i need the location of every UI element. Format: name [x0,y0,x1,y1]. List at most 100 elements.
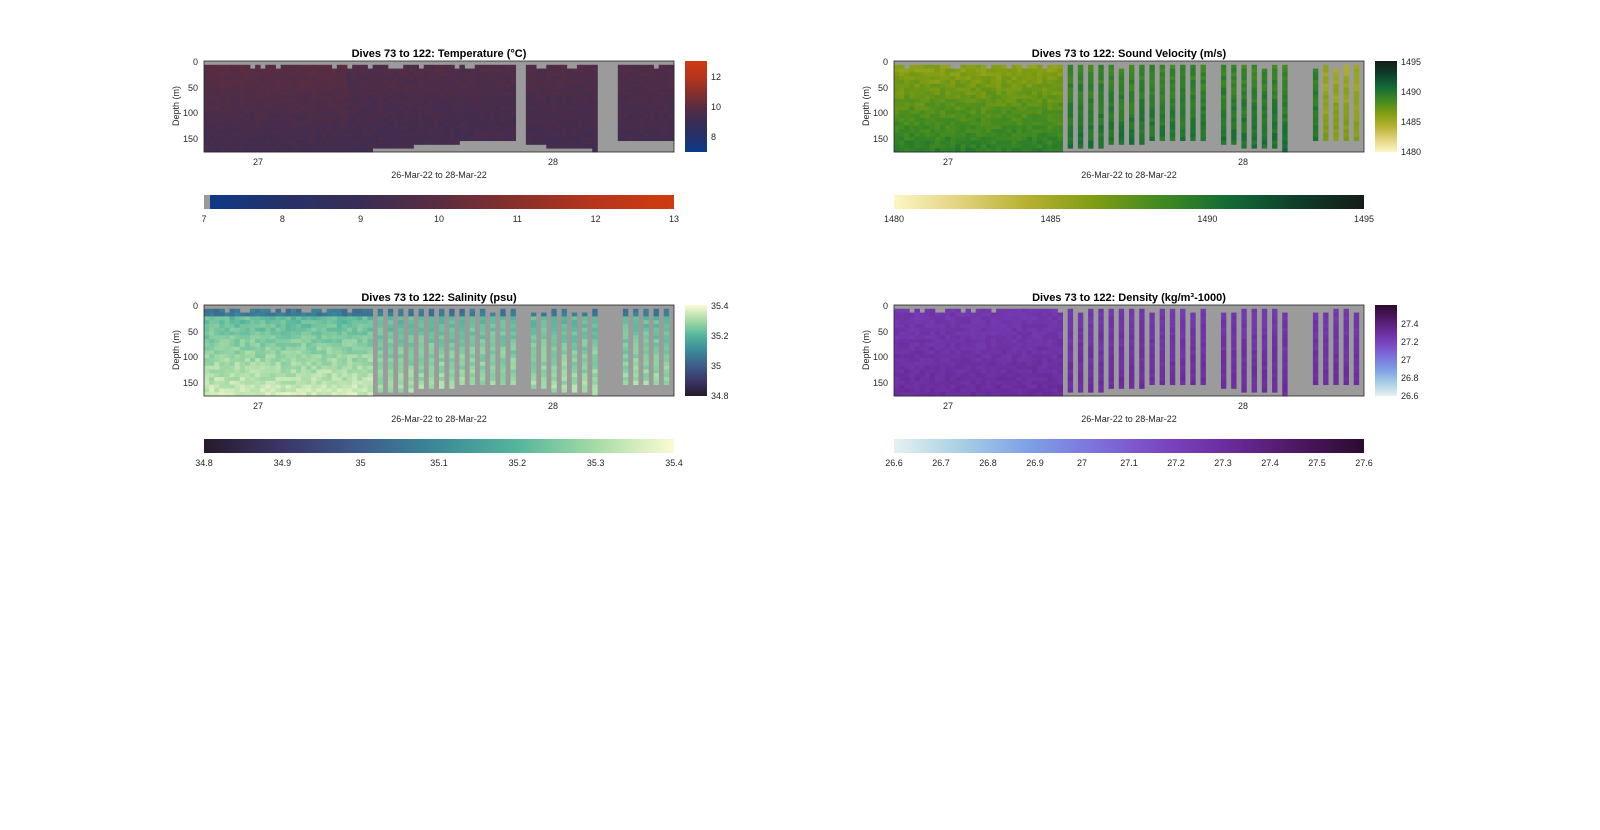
sv-heatmap-cell [1006,114,1012,119]
sal-heatmap-cell [265,384,271,389]
sv-heatmap-cell [970,64,977,69]
dens-heatmap-cell [965,350,972,355]
temp-heatmap-cell [561,91,568,96]
sal-heatmap-cell [643,323,649,329]
temp-heatmap-cell [260,140,266,145]
sal-heatmap-cell [643,312,649,317]
sv-heatmap-cell [899,106,905,111]
sal-heatmap-cell [306,361,312,367]
sal-heatmap-cell [204,373,210,378]
temp-heatmap-cell [454,98,460,104]
salinity-ytick: 50 [188,327,198,337]
temp-heatmap-cell [367,121,373,126]
sv-heatmap-cell [1169,68,1176,73]
sv-heatmap-cell [985,140,992,145]
sal-heatmap-cell [347,365,353,370]
sal-heatmap-cell [362,369,368,374]
sal-heatmap-cell [387,365,394,370]
sv-heatmap-cell [1057,95,1063,100]
dens-heatmap-cell [970,384,977,389]
sv-heatmap-cell [919,95,926,100]
temp-heatmap-cell [204,68,210,73]
temp-heatmap-cell [622,102,629,107]
sal-heatmap-cell [301,361,307,367]
sv-heatmap-cell [1057,110,1063,115]
temp-heatmap-cell [301,140,307,145]
temp-heatmap-cell [321,114,328,119]
sv-heatmap-cell [1353,125,1360,130]
sv-heatmap-cell [1241,95,1247,100]
sal-heatmap-cell [224,384,230,389]
sal-heatmap-cell [326,327,333,332]
sal-heatmap-cell [449,384,455,389]
temp-heatmap-cell [525,114,532,119]
dens-heatmap-cell [894,373,900,378]
temp-heatmap-cell [255,140,261,145]
sal-heatmap-cell [663,327,670,332]
temp-heatmap-cell [255,148,261,153]
temp-heatmap-cell [270,136,276,142]
sal-heatmap-cell [265,388,271,393]
sal-heatmap-cell [357,342,363,348]
dens-heatmap-cell [899,377,905,382]
temp-heatmap-cell [352,117,358,123]
temp-heatmap-cell [444,83,450,88]
dens-heatmap-cell [919,346,926,351]
temp-heatmap-cell [413,64,419,69]
temp-heatmap-cell [331,83,338,88]
sv-heatmap-cell [1200,114,1206,119]
temp-heatmap-cell [224,76,230,81]
sv-heatmap-cell [1261,91,1268,96]
dens-heatmap-cell [909,377,915,382]
temp-heatmap-cell [668,102,675,107]
sv-heatmap-cell [980,102,987,107]
temp-heatmap-cell [587,72,593,77]
sv-heatmap-cell [980,95,987,100]
temp-heatmap-cell [510,87,517,92]
temp-heatmap-cell [633,98,639,104]
sv-heatmap-cell [1149,91,1155,96]
temp-heatmap-cell [311,72,317,77]
sv-heatmap-cell [1282,64,1288,69]
sv-heatmap-cell [996,110,1002,115]
temp-heatmap-cell [428,125,435,130]
sal-heatmap-cell [653,365,659,370]
temp-heatmap-cell [536,129,542,134]
sv-heatmap-cell [1139,98,1145,104]
temp-heatmap-cell [546,117,552,123]
sv-heatmap-cell [1088,106,1094,111]
temp-heatmap-cell [341,125,348,130]
dens-heatmap-cell [965,320,972,325]
sound-velocity-ytick: 0 [883,57,888,67]
dens-heatmap-cell [929,331,936,336]
temp-heatmap-cell [530,95,537,100]
sv-heatmap-cell [1272,110,1278,115]
temp-heatmap-cell [275,144,282,149]
sal-heatmap-cell [592,365,598,370]
sv-heatmap-cell [1129,83,1135,88]
sal-heatmap-cell [290,327,297,332]
sv-heatmap-cell [919,144,926,149]
sv-heatmap-cell [1241,110,1247,115]
temp-heatmap-cell [209,76,215,81]
temp-heatmap-cell [270,144,276,149]
temp-heatmap-cell [265,140,271,145]
dens-heatmap-cell [904,335,910,340]
temp-heatmap-cell [372,102,379,107]
salinity-xlabel: 26-Mar-22 to 28-Mar-22 [391,414,487,424]
dens-heatmap-cell [934,377,941,382]
dens-heatmap-cell [980,312,987,317]
temp-heatmap-cell [668,125,675,130]
sv-heatmap-cell [960,144,966,149]
sv-heatmap-cell [1282,129,1288,134]
dens-heatmap-cell [914,312,920,317]
sv-heatmap-cell [904,114,910,119]
sv-heatmap-cell [1021,76,1028,81]
temp-heatmap-cell [224,117,230,123]
temp-heatmap-cell [331,102,338,107]
sv-heatmap-cell [1323,95,1329,100]
temp-heatmap-cell [316,72,322,77]
temp-heatmap-cell [398,83,404,88]
temp-heatmap-cell [377,79,384,85]
temp-heatmap-cell [306,114,312,119]
